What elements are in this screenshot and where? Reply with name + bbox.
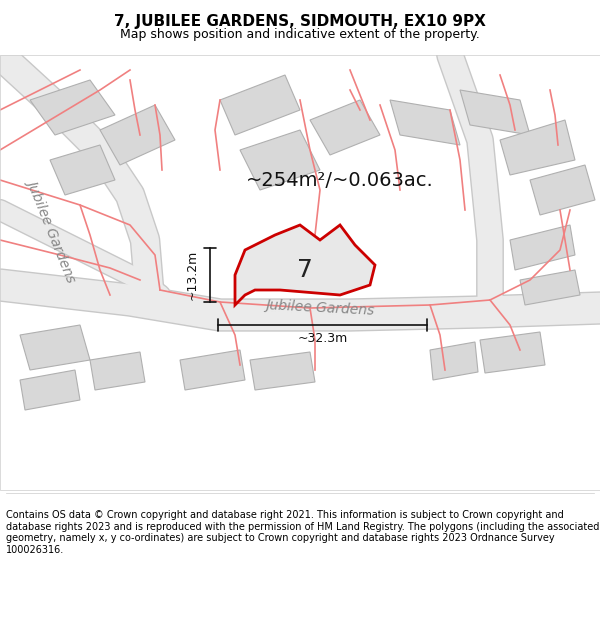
Polygon shape bbox=[250, 352, 315, 390]
Polygon shape bbox=[500, 120, 575, 175]
Polygon shape bbox=[20, 325, 90, 370]
Polygon shape bbox=[240, 130, 320, 190]
Polygon shape bbox=[235, 225, 375, 305]
Polygon shape bbox=[510, 225, 575, 270]
Text: ~32.3m: ~32.3m bbox=[298, 332, 347, 346]
Polygon shape bbox=[310, 100, 380, 155]
Polygon shape bbox=[530, 165, 595, 215]
Text: 7: 7 bbox=[297, 258, 313, 282]
Polygon shape bbox=[50, 145, 115, 195]
Polygon shape bbox=[460, 90, 530, 135]
Text: Jubilee Gardens: Jubilee Gardens bbox=[265, 298, 375, 318]
Text: Map shows position and indicative extent of the property.: Map shows position and indicative extent… bbox=[120, 28, 480, 41]
Polygon shape bbox=[480, 332, 545, 373]
Polygon shape bbox=[220, 75, 300, 135]
Text: Contains OS data © Crown copyright and database right 2021. This information is : Contains OS data © Crown copyright and d… bbox=[6, 510, 599, 555]
Polygon shape bbox=[180, 350, 245, 390]
Polygon shape bbox=[90, 352, 145, 390]
Text: 7, JUBILEE GARDENS, SIDMOUTH, EX10 9PX: 7, JUBILEE GARDENS, SIDMOUTH, EX10 9PX bbox=[114, 14, 486, 29]
Polygon shape bbox=[390, 100, 460, 145]
Polygon shape bbox=[520, 270, 580, 305]
Polygon shape bbox=[30, 80, 115, 135]
Polygon shape bbox=[20, 370, 80, 410]
Polygon shape bbox=[430, 342, 478, 380]
Text: ~13.2m: ~13.2m bbox=[185, 250, 199, 300]
Polygon shape bbox=[100, 105, 175, 165]
Text: Jubilee Gardens: Jubilee Gardens bbox=[25, 177, 79, 283]
Text: ~254m²/~0.063ac.: ~254m²/~0.063ac. bbox=[246, 171, 434, 189]
